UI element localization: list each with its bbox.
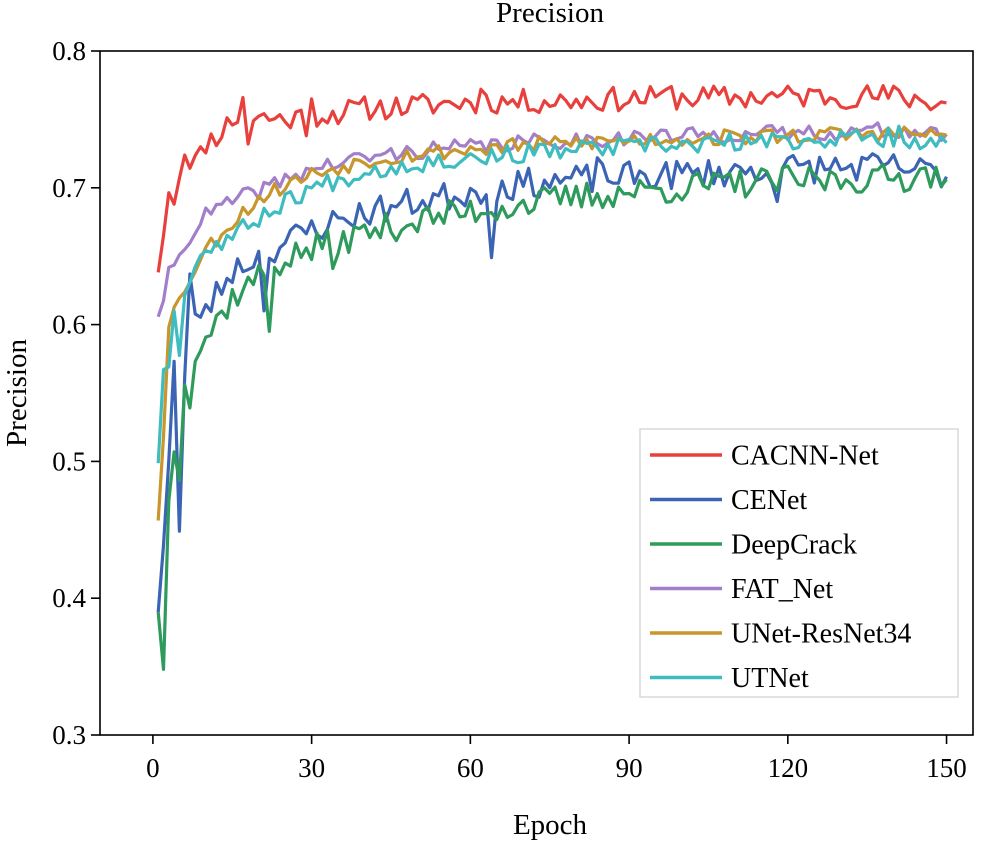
legend-label: FAT_Net [731, 574, 833, 605]
plot-frame [99, 50, 974, 736]
x-axis-label: Epoch [513, 809, 588, 841]
x-tick-label: 0 [146, 753, 160, 783]
legend-box [639, 428, 959, 698]
series-line [156, 125, 947, 521]
legend-label: DeepCrack [731, 530, 857, 561]
legend-label: UNet-ResNet34 [731, 619, 911, 650]
x-tick-label: 30 [298, 753, 325, 783]
x-tick-label: 120 [768, 753, 809, 783]
y-axis-label: Precision [1, 339, 33, 447]
legend: CACNN-Net CENet DeepCrack FAT_Net UNet-ResNe… [639, 428, 959, 698]
x-axis-ticks: 0 30 60 90 120 150 [146, 735, 967, 783]
chart-title: Precision [496, 0, 604, 29]
y-tick-label: 0.6 [52, 310, 86, 340]
y-tick-label: 0.8 [52, 36, 86, 66]
legend-label: CENet [731, 485, 807, 516]
series-line [156, 162, 948, 671]
y-tick-label: 0.7 [52, 173, 86, 203]
y-axis-ticks: 0.3 0.4 0.5 0.6 0.7 0.8 [52, 36, 100, 750]
y-tick-label: 0.5 [52, 446, 86, 476]
y-tick-label: 0.3 [52, 720, 86, 750]
series-line [156, 83, 947, 273]
series-line [156, 124, 948, 464]
legend-label: CACNN-Net [731, 441, 879, 472]
x-tick-label: 60 [457, 753, 484, 783]
series-line [156, 152, 948, 613]
legend-label: UTNet [731, 663, 809, 694]
x-tick-label: 90 [616, 753, 643, 783]
plot-lines [156, 83, 948, 671]
x-tick-label: 150 [926, 753, 967, 783]
y-tick-label: 0.4 [52, 583, 86, 613]
